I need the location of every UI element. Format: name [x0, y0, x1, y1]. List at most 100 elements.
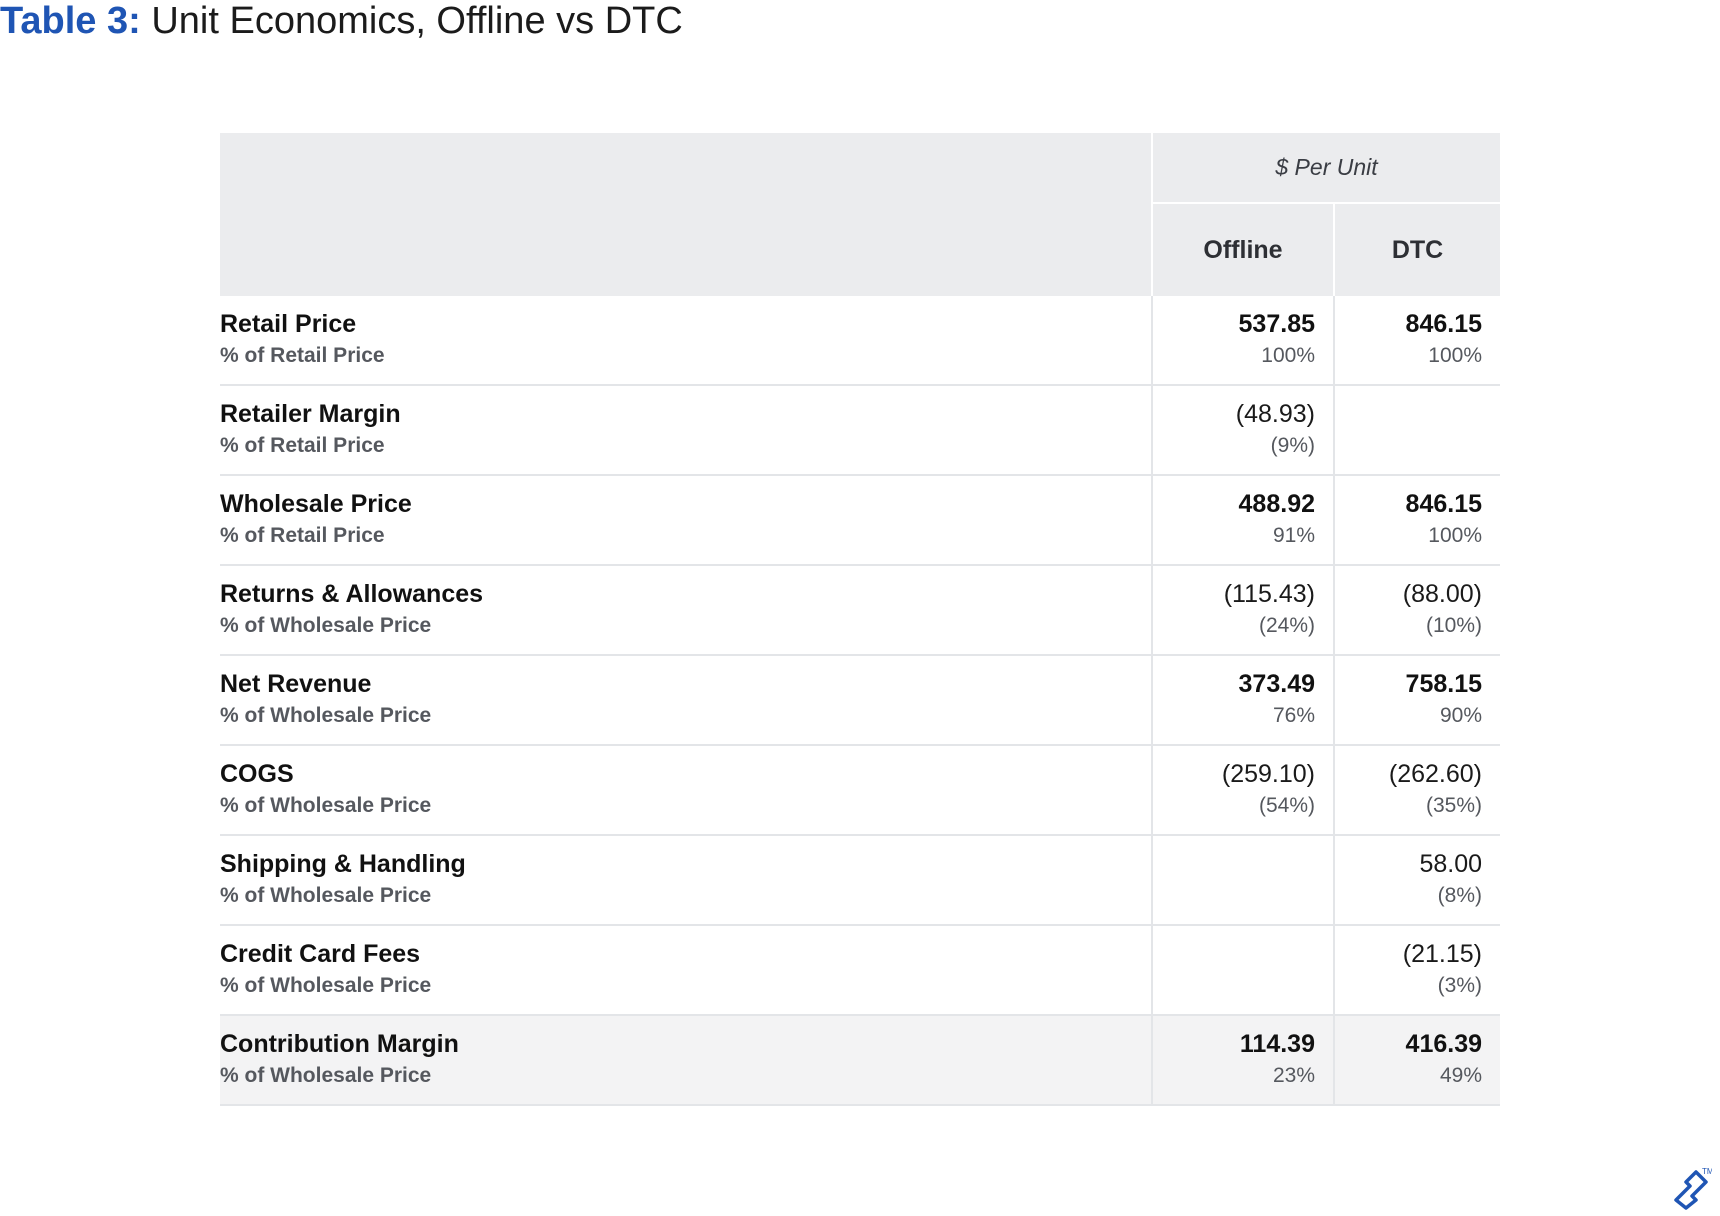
dtc-percent: 49%: [1439, 1064, 1483, 1087]
row-basis: % of Retail Price: [220, 434, 385, 457]
row-basis: % of Wholesale Price: [220, 974, 432, 997]
row-label-cell: COGS % of Wholesale Price: [220, 745, 1152, 836]
dtc-cell: (88.00) (10%): [1332, 565, 1501, 656]
row-label-cell: Shipping & Handling % of Wholesale Price: [220, 835, 1152, 926]
row-label: Shipping & Handling: [220, 850, 466, 878]
offline-value: 373.49: [1238, 670, 1315, 698]
offline-value: [1153, 939, 1315, 970]
dtc-value: 758.15: [1405, 670, 1483, 698]
table-row: Retailer Margin% of Retail Price (48.93)(…: [220, 385, 1501, 476]
dtc-value: (88.00): [1402, 580, 1483, 608]
row-label-cell: Retail Price % of Retail Price: [220, 296, 1152, 386]
offline-cell: (259.10) (54%): [1151, 745, 1334, 836]
table-title: Table 3: Unit Economics, Offline vs DTC: [0, 0, 683, 42]
dtc-value: 58.00: [1419, 850, 1483, 878]
offline-percent: (9%): [1270, 434, 1315, 457]
row-label-cell: Returns & Allowances % of Wholesale Price: [220, 565, 1152, 656]
dtc-value: 416.39: [1405, 1030, 1483, 1058]
table-row: Net Revenue % of Wholesale Price 373.49 76%…: [220, 655, 1501, 746]
row-basis: % of Wholesale Price: [220, 1064, 432, 1087]
toptal-logo-icon: TM: [1674, 1167, 1712, 1210]
dtc-percent: (10%): [1425, 614, 1483, 637]
table-row: Wholesale Price % of Retail Price 488.92 91…: [220, 475, 1501, 566]
row-label: Wholesale Price: [220, 490, 412, 518]
offline-cell: 537.85 100%: [1151, 296, 1334, 386]
offline-cell: 373.49 76%: [1151, 655, 1334, 746]
row-label-cell: Net Revenue % of Wholesale Price: [220, 655, 1152, 746]
row-label: Net Revenue: [220, 670, 372, 698]
offline-percent: 76%: [1272, 704, 1315, 727]
offline-percent: [1153, 880, 1315, 911]
row-basis: % of Retail Price: [220, 524, 385, 547]
row-label-cell: Contribution Margin % of Wholesale Price: [220, 1015, 1152, 1106]
row-label: Returns & Allowances: [220, 580, 484, 608]
dtc-value: 846.15: [1405, 490, 1483, 518]
table-row: Contribution Margin % of Wholesale Price 1…: [220, 1015, 1501, 1106]
offline-value: 537.85: [1238, 310, 1315, 338]
row-basis: % of Wholesale Price: [220, 614, 432, 637]
offline-percent: 91%: [1272, 524, 1315, 547]
offline-value: [1153, 849, 1315, 880]
dtc-percent: (35%): [1425, 794, 1483, 817]
row-label: COGS: [220, 760, 294, 788]
offline-cell: 114.39 23%: [1151, 1015, 1334, 1106]
dtc-percent: (3%): [1437, 974, 1483, 997]
dtc-value: (21.15): [1402, 940, 1483, 968]
header-per-unit: $ Per Unit: [1150, 133, 1501, 204]
offline-value: (48.93): [1235, 400, 1315, 428]
dtc-percent: (8%): [1437, 884, 1483, 907]
row-label-cell: Retailer Margin % of Retail Price: [220, 385, 1152, 476]
table-row: Shipping & Handling % of Wholesale Price 5…: [220, 835, 1501, 926]
table-title-prefix: Table 3:: [0, 0, 141, 42]
offline-value: 488.92: [1238, 490, 1315, 518]
row-label: Retail Price: [220, 310, 357, 338]
unit-economics-table: $ Per Unit Offline DTC Retail Price % of …: [220, 133, 1501, 1106]
dtc-percent: 100%: [1428, 524, 1483, 547]
dtc-cell: (262.60) (35%): [1332, 745, 1501, 836]
logo-tm: TM: [1702, 1167, 1712, 1176]
row-basis: % of Wholesale Price: [220, 794, 432, 817]
offline-percent: (54%): [1258, 794, 1315, 817]
row-label: Credit Card Fees: [220, 940, 421, 968]
offline-cell: (115.43) (24%): [1151, 565, 1334, 656]
dtc-percent: 90%: [1439, 704, 1483, 727]
offline-percent: [1153, 970, 1315, 1001]
header-dtc: DTC: [1332, 203, 1501, 296]
dtc-cell: [1332, 385, 1501, 476]
table-row: Retail Price% of Retail Price 537.85 100% 8…: [220, 296, 1501, 386]
offline-percent: 23%: [1272, 1064, 1315, 1087]
header-blank-cell: [220, 133, 1152, 296]
row-basis: % of Wholesale Price: [220, 704, 432, 727]
row-basis: % of Wholesale Price: [220, 884, 432, 907]
dtc-value: [1335, 399, 1482, 430]
dtc-percent: [1335, 430, 1482, 461]
dtc-percent: 100%: [1428, 344, 1483, 367]
dtc-cell: 846.15 100%: [1332, 475, 1501, 566]
dtc-cell: 758.15 90%: [1332, 655, 1501, 746]
table-row: COGS % of Wholesale Price (259.10) (54%) (26…: [220, 745, 1501, 836]
offline-cell: [1151, 835, 1334, 926]
row-label: Contribution Margin: [220, 1030, 459, 1058]
offline-cell: (48.93) (9%): [1151, 385, 1334, 476]
dtc-cell: 416.39 49%: [1332, 1015, 1501, 1106]
offline-cell: 488.92 91%: [1151, 475, 1334, 566]
row-label: Retailer Margin: [220, 400, 401, 428]
offline-value: (259.10): [1221, 760, 1315, 788]
table-row: Credit Card Fees % of Wholesale Price (21.…: [220, 925, 1501, 1016]
dtc-value: 846.15: [1405, 310, 1483, 338]
offline-value: 114.39: [1239, 1030, 1315, 1058]
row-label-cell: Credit Card Fees % of Wholesale Price: [220, 925, 1152, 1016]
dtc-cell: (21.15) (3%): [1332, 925, 1501, 1016]
offline-percent: (24%): [1258, 614, 1315, 637]
dtc-cell: 846.15 100%: [1332, 296, 1501, 386]
offline-percent: 100%: [1261, 344, 1315, 367]
table-title-text: Unit Economics, Offline vs DTC: [151, 0, 683, 42]
row-basis: % of Retail Price: [220, 344, 385, 367]
dtc-value: (262.60): [1388, 760, 1483, 788]
header-offline: Offline: [1151, 203, 1334, 296]
offline-cell: [1151, 925, 1334, 1016]
table-row: Returns & Allowances % of Wholesale Price…: [220, 565, 1501, 656]
row-label-cell: Wholesale Price % of Retail Price: [220, 475, 1152, 566]
offline-value: (115.43): [1223, 580, 1315, 608]
dtc-cell: 58.00 (8%): [1332, 835, 1501, 926]
